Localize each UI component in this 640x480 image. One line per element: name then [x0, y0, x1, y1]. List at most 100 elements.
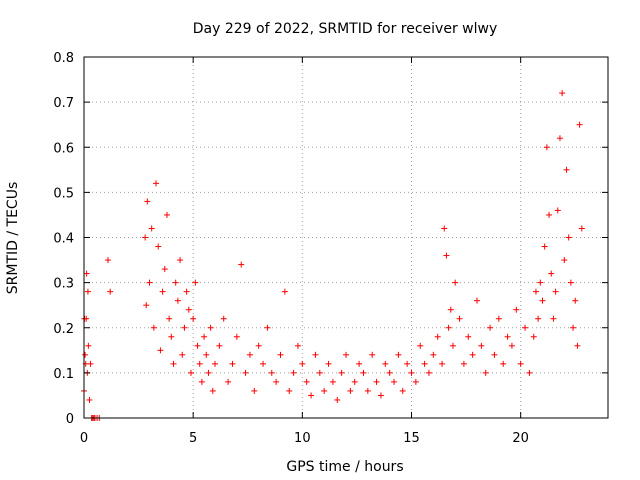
data-point — [532, 288, 539, 295]
data-point — [153, 180, 160, 187]
data-point — [495, 315, 502, 322]
data-point — [316, 369, 323, 376]
data-point — [179, 351, 186, 358]
data-point — [478, 342, 485, 349]
data-point — [504, 333, 511, 340]
data-point — [220, 315, 227, 322]
data-point — [181, 324, 188, 331]
data-point — [264, 324, 271, 331]
y-tick-label: 0.3 — [53, 277, 74, 292]
data-point — [238, 261, 245, 268]
data-point — [146, 279, 153, 286]
data-point — [83, 270, 90, 277]
data-point — [548, 270, 555, 277]
data-points — [81, 90, 585, 421]
data-point — [294, 342, 301, 349]
data-point — [144, 198, 151, 205]
data-point — [325, 360, 332, 367]
data-point — [268, 369, 275, 376]
data-point — [86, 396, 93, 403]
data-point — [360, 369, 367, 376]
data-point — [281, 288, 288, 295]
data-point — [445, 324, 452, 331]
y-tick-label: 0.8 — [53, 51, 74, 66]
data-point — [391, 378, 398, 385]
y-tick-label: 0.7 — [53, 96, 74, 111]
data-point — [412, 378, 419, 385]
data-point — [143, 302, 150, 309]
data-point — [570, 324, 577, 331]
data-point — [82, 351, 89, 358]
data-point — [187, 369, 194, 376]
x-tick-label: 20 — [512, 431, 529, 446]
data-point — [491, 351, 498, 358]
data-point — [216, 342, 223, 349]
data-point — [308, 392, 315, 399]
data-point — [421, 360, 428, 367]
data-point — [177, 257, 184, 264]
data-point — [474, 297, 480, 304]
data-point — [290, 369, 297, 376]
data-point — [364, 387, 371, 394]
data-point — [469, 351, 476, 358]
data-point — [242, 369, 249, 376]
data-point — [526, 369, 533, 376]
data-point — [554, 207, 561, 214]
chart-title: Day 229 of 2022, SRMTID for receiver wlw… — [193, 21, 498, 37]
data-point — [148, 225, 155, 232]
data-point — [183, 288, 190, 295]
data-point — [377, 392, 384, 399]
data-point — [170, 360, 177, 367]
data-point — [251, 387, 258, 394]
data-point — [541, 243, 548, 250]
x-axis-label: GPS time / hours — [286, 459, 403, 475]
data-point — [198, 378, 205, 385]
data-point — [546, 211, 553, 218]
x-tick-label: 0 — [80, 431, 88, 446]
data-point — [430, 351, 437, 358]
data-point — [559, 90, 566, 97]
data-point — [530, 333, 537, 340]
y-tick-label: 0.2 — [53, 322, 74, 337]
data-point — [434, 333, 441, 340]
data-point — [303, 378, 310, 385]
data-point — [209, 387, 216, 394]
data-point — [329, 378, 336, 385]
data-point — [576, 121, 583, 128]
data-point — [356, 360, 363, 367]
data-point — [552, 288, 559, 295]
data-point — [286, 387, 293, 394]
data-point — [537, 279, 544, 286]
data-point — [166, 315, 173, 322]
data-point — [157, 347, 164, 354]
data-point — [452, 279, 459, 286]
data-point — [567, 279, 574, 286]
data-point — [513, 306, 520, 313]
data-point — [487, 324, 494, 331]
data-point — [550, 315, 557, 322]
data-point — [572, 297, 579, 304]
data-point — [201, 333, 208, 340]
data-point — [225, 378, 232, 385]
data-point — [334, 396, 341, 403]
data-point — [255, 342, 262, 349]
data-point — [203, 351, 210, 358]
data-point — [299, 360, 306, 367]
data-point — [404, 360, 411, 367]
data-point — [543, 144, 550, 151]
data-point — [347, 387, 354, 394]
data-point — [190, 315, 197, 322]
data-point — [439, 360, 446, 367]
data-point — [84, 288, 91, 295]
data-point — [382, 360, 389, 367]
data-point — [522, 324, 529, 331]
axis-ticks: 0 0.1 0.2 0.3 0.4 0.5 0.6 0.7 0.8 0 5 10 15 20 — [53, 51, 608, 446]
data-point — [578, 225, 585, 232]
data-point — [369, 351, 376, 358]
y-tick-label: 0.1 — [53, 367, 74, 382]
data-point — [338, 369, 345, 376]
data-point — [207, 324, 214, 331]
data-point — [172, 279, 179, 286]
data-point — [508, 342, 515, 349]
